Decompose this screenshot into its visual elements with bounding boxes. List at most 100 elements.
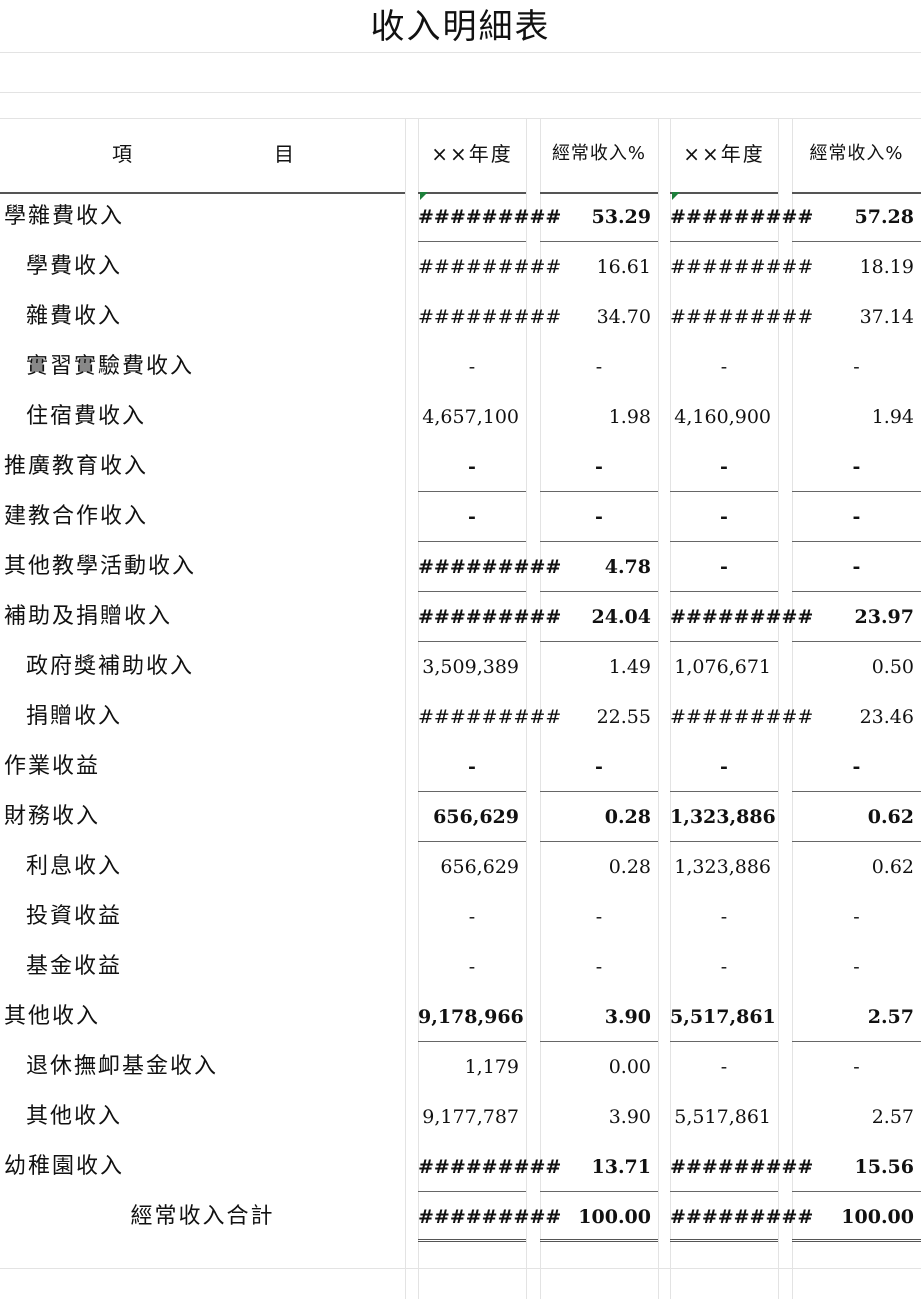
percent-year2: 23.97 (792, 592, 921, 642)
row-label: 實習實驗費收入 (26, 354, 195, 379)
cell-indicator-icon (672, 192, 680, 200)
gridline (670, 118, 671, 1299)
percent-year1: 100.00 (540, 1192, 658, 1242)
amount-year1: ######### (418, 592, 561, 642)
header-year2: ××年度 (683, 142, 765, 166)
row-label: 住宿費收入 (26, 404, 147, 429)
row-label: 補助及捐贈收入 (4, 604, 173, 629)
percent-year2: - (853, 956, 860, 978)
percent-year2: - (853, 1056, 860, 1078)
row-label: 財務收入 (4, 804, 101, 829)
percent-year2: 0.62 (871, 856, 914, 878)
row-label: 利息收入 (26, 854, 123, 879)
header-item-right: 目 (274, 142, 296, 166)
header-year2-cell: ××年度 (670, 118, 778, 194)
percent-year1: 1.49 (608, 656, 651, 678)
row-label: 經常收入合計 (130, 1204, 275, 1229)
amount-year1: ######### (418, 706, 562, 728)
amount-year2: ######### (670, 306, 814, 328)
row-label: 學雜費收入 (4, 204, 125, 229)
header-pct2-cell: 經常收入% (792, 118, 921, 194)
header-pct2: 經常收入% (809, 143, 904, 164)
amount-year2: 1,323,886 (670, 792, 778, 842)
table-row: 利息收入 656,629 0.28 1,323,886 0.62 (0, 842, 921, 892)
amount-year1: 656,629 (418, 792, 526, 842)
percent-year2: - (792, 742, 921, 792)
amount-year2: 1,323,886 (674, 856, 771, 878)
percent-year1: 0.28 (540, 792, 658, 842)
amount-year1: - (418, 742, 526, 792)
table-row: 其他收入 9,177,787 3.90 5,517,861 2.57 (0, 1092, 921, 1142)
percent-year2: 15.56 (792, 1142, 921, 1192)
percent-year2: 18.19 (859, 256, 914, 278)
percent-year2: 1.94 (871, 406, 914, 428)
table-row: 其他教學活動收入 ######### 4.78- - (0, 542, 921, 592)
table-row: 補助及捐贈收入 ######### 24.04 ######### 23.97 (0, 592, 921, 642)
table-row: 捐贈收入 ######### 22.55 ######### 23.46 (0, 692, 921, 742)
percent-year1: 13.71 (540, 1142, 658, 1192)
amount-year1: 3,509,389 (422, 656, 519, 678)
table-row: 財務收入 656,629 0.28 1,323,886 0.62 (0, 792, 921, 842)
gridline (792, 118, 793, 1299)
percent-year1: 16.61 (596, 256, 651, 278)
amount-year1: ######### (418, 542, 561, 592)
gridline (540, 118, 541, 1299)
table-row: 雜費收入 ######### 34.70 ######### 37.14 (0, 292, 921, 342)
gridline (778, 118, 779, 1299)
amount-year1: ######### (418, 1192, 561, 1242)
percent-year1: 0.28 (608, 856, 651, 878)
amount-year1: 1,179 (464, 1056, 519, 1078)
header-pct1-cell: 經常收入% (540, 118, 658, 194)
percent-year2: 2.57 (871, 1106, 914, 1128)
amount-year1: ######### (418, 306, 562, 328)
percent-year2: - (792, 492, 921, 542)
amount-year1: - (468, 906, 476, 928)
percent-year2: 0.50 (871, 656, 914, 678)
amount-year2: ######### (670, 192, 813, 242)
row-label: 其他收入 (4, 1004, 101, 1029)
percent-year1: 0.00 (608, 1056, 651, 1078)
row-label: 基金收益 (26, 954, 123, 979)
row-label: 其他收入 (26, 1104, 123, 1129)
percent-year1: 3.90 (608, 1106, 651, 1128)
percent-year1: - (595, 356, 603, 378)
amount-year1: - (468, 356, 476, 378)
row-label: 幼稚園收入 (4, 1154, 125, 1179)
amount-year2: ######### (670, 1192, 813, 1242)
amount-year2: ######### (670, 592, 813, 642)
percent-year2: 37.14 (859, 306, 914, 328)
table-row: 投資收益 - - - - (0, 892, 921, 942)
percent-year2: 23.46 (859, 706, 914, 728)
gridline (0, 52, 921, 53)
percent-year1: - (595, 906, 603, 928)
cell-indicator-icon (420, 192, 428, 200)
gridline (0, 118, 921, 119)
percent-year1: - (540, 492, 658, 542)
amount-year1: - (418, 492, 526, 542)
row-label: 雜費收入 (26, 304, 123, 329)
amount-year1: - (468, 956, 476, 978)
gridline (0, 92, 921, 93)
table-row: 作業收益 - - - - (0, 742, 921, 792)
amount-year1: 9,178,966 (418, 992, 526, 1042)
header-item-cell: 項 目 (0, 118, 405, 194)
percent-year1: 4.78 (540, 542, 658, 592)
amount-year2: ######### (670, 706, 814, 728)
amount-year2: 5,517,861 (674, 1106, 771, 1128)
amount-year2: - (670, 542, 778, 592)
header-year1: ××年度 (431, 142, 513, 166)
amount-year1: ######### (418, 192, 561, 242)
percent-year2: - (792, 442, 921, 492)
table-row: 經常收入合計 ######### 100.00 ######### 100.00 (0, 1192, 921, 1242)
amount-year2: ######### (670, 1142, 813, 1192)
percent-year1: 24.04 (540, 592, 658, 642)
table-row: 幼稚園收入 ######### 13.71 ######### 15.56 (0, 1142, 921, 1192)
percent-year1: - (595, 956, 603, 978)
row-label: 推廣教育收入 (4, 454, 149, 479)
table-row: 退休撫卹基金收入 1,179 0.00 - - (0, 1042, 921, 1092)
amount-year2: - (720, 1056, 728, 1078)
percent-year1: 22.55 (596, 706, 651, 728)
amount-year2: ######### (670, 256, 814, 278)
percent-year1: - (540, 442, 658, 492)
